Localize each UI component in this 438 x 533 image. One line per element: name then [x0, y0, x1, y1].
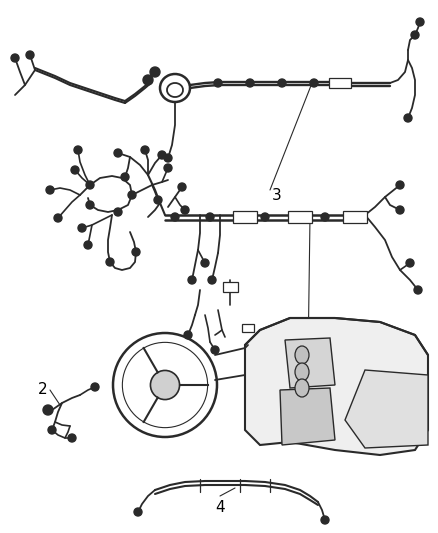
- Circle shape: [121, 173, 129, 181]
- Circle shape: [406, 259, 414, 267]
- Circle shape: [128, 191, 136, 199]
- Circle shape: [150, 370, 180, 400]
- Circle shape: [184, 331, 192, 339]
- Circle shape: [150, 67, 160, 77]
- Circle shape: [114, 149, 122, 157]
- Polygon shape: [345, 370, 428, 448]
- Circle shape: [171, 213, 179, 221]
- Circle shape: [68, 434, 76, 442]
- Polygon shape: [280, 388, 335, 445]
- Polygon shape: [245, 318, 428, 455]
- Bar: [329, 78, 351, 88]
- Text: 4: 4: [215, 500, 225, 515]
- Circle shape: [86, 201, 94, 209]
- Circle shape: [188, 276, 196, 284]
- Circle shape: [48, 426, 56, 434]
- Circle shape: [43, 405, 53, 415]
- Circle shape: [214, 79, 222, 87]
- Circle shape: [211, 346, 219, 354]
- Circle shape: [164, 154, 172, 162]
- Circle shape: [181, 206, 189, 214]
- Circle shape: [261, 213, 269, 221]
- Circle shape: [411, 31, 419, 39]
- Circle shape: [164, 164, 172, 172]
- Circle shape: [416, 18, 424, 26]
- Circle shape: [178, 183, 186, 191]
- Circle shape: [310, 79, 318, 87]
- Bar: [242, 324, 254, 332]
- Bar: [343, 211, 367, 223]
- Circle shape: [86, 181, 94, 189]
- Circle shape: [404, 114, 412, 122]
- Circle shape: [26, 51, 34, 59]
- Bar: [223, 282, 237, 292]
- Circle shape: [321, 213, 329, 221]
- Circle shape: [208, 276, 216, 284]
- Polygon shape: [285, 338, 335, 388]
- Circle shape: [206, 213, 214, 221]
- Bar: [288, 211, 312, 223]
- Circle shape: [201, 259, 209, 267]
- Circle shape: [321, 516, 329, 524]
- Circle shape: [78, 224, 86, 232]
- Circle shape: [91, 383, 99, 391]
- Circle shape: [278, 79, 286, 87]
- Ellipse shape: [295, 363, 309, 381]
- Text: 2: 2: [38, 383, 48, 398]
- Circle shape: [396, 206, 404, 214]
- Text: 1: 1: [310, 362, 320, 377]
- Circle shape: [246, 79, 254, 87]
- Text: 3: 3: [272, 188, 282, 203]
- Circle shape: [84, 241, 92, 249]
- Circle shape: [11, 54, 19, 62]
- Circle shape: [74, 146, 82, 154]
- Circle shape: [134, 508, 142, 516]
- Circle shape: [114, 208, 122, 216]
- Circle shape: [132, 248, 140, 256]
- Ellipse shape: [295, 379, 309, 397]
- Circle shape: [141, 146, 149, 154]
- Bar: [233, 211, 257, 223]
- Circle shape: [396, 181, 404, 189]
- Ellipse shape: [295, 346, 309, 364]
- Circle shape: [158, 151, 166, 159]
- Circle shape: [154, 196, 162, 204]
- Circle shape: [54, 214, 62, 222]
- Circle shape: [106, 258, 114, 266]
- Circle shape: [46, 186, 54, 194]
- Circle shape: [414, 286, 422, 294]
- Circle shape: [71, 166, 79, 174]
- Circle shape: [143, 75, 153, 85]
